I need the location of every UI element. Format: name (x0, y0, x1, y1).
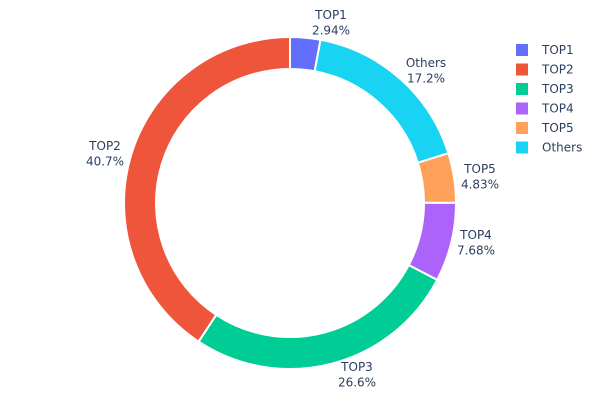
slice-label-top2: TOP2 40.7% (86, 139, 124, 169)
legend-swatch (516, 83, 528, 95)
legend-swatch (516, 122, 528, 134)
slice-label-top5: TOP5 4.83% (461, 162, 499, 192)
slice-label-top3: TOP3 26.6% (338, 360, 376, 390)
slice-label-top4: TOP4 7.68% (457, 228, 495, 258)
slice-label-others: Others 17.2% (406, 56, 446, 86)
slice-top3[interactable] (197, 263, 439, 370)
legend-label: TOP3 (541, 82, 574, 96)
legend-label: Others (542, 141, 582, 155)
legend-label: TOP5 (541, 121, 574, 135)
legend-swatch (516, 44, 528, 56)
slice-label-top1: TOP1 2.94% (312, 8, 350, 38)
legend-item-others[interactable]: Others (516, 141, 582, 155)
legend-label: TOP4 (541, 102, 574, 116)
legend-item-top5[interactable]: TOP5 (516, 121, 574, 135)
legend-label: TOP2 (541, 63, 574, 77)
slice-top2[interactable] (123, 35, 291, 343)
slices (123, 35, 458, 370)
legend-item-top4[interactable]: TOP4 (516, 102, 574, 116)
legend: TOP1 TOP2 TOP3 TOP4 TOP5 Others (516, 43, 582, 155)
legend-item-top3[interactable]: TOP3 (516, 82, 574, 96)
legend-swatch (516, 102, 528, 115)
legend-label: TOP1 (541, 43, 574, 57)
legend-swatch (516, 63, 528, 76)
slice-top5[interactable] (416, 151, 458, 204)
legend-item-top1[interactable]: TOP1 (516, 43, 574, 57)
slice-labels: TOP1 2.94% Others 17.2% TOP5 4.83% TOP4 7.68% TO… (86, 8, 499, 390)
legend-swatch (516, 141, 528, 154)
legend-item-top2[interactable]: TOP2 (516, 63, 574, 77)
